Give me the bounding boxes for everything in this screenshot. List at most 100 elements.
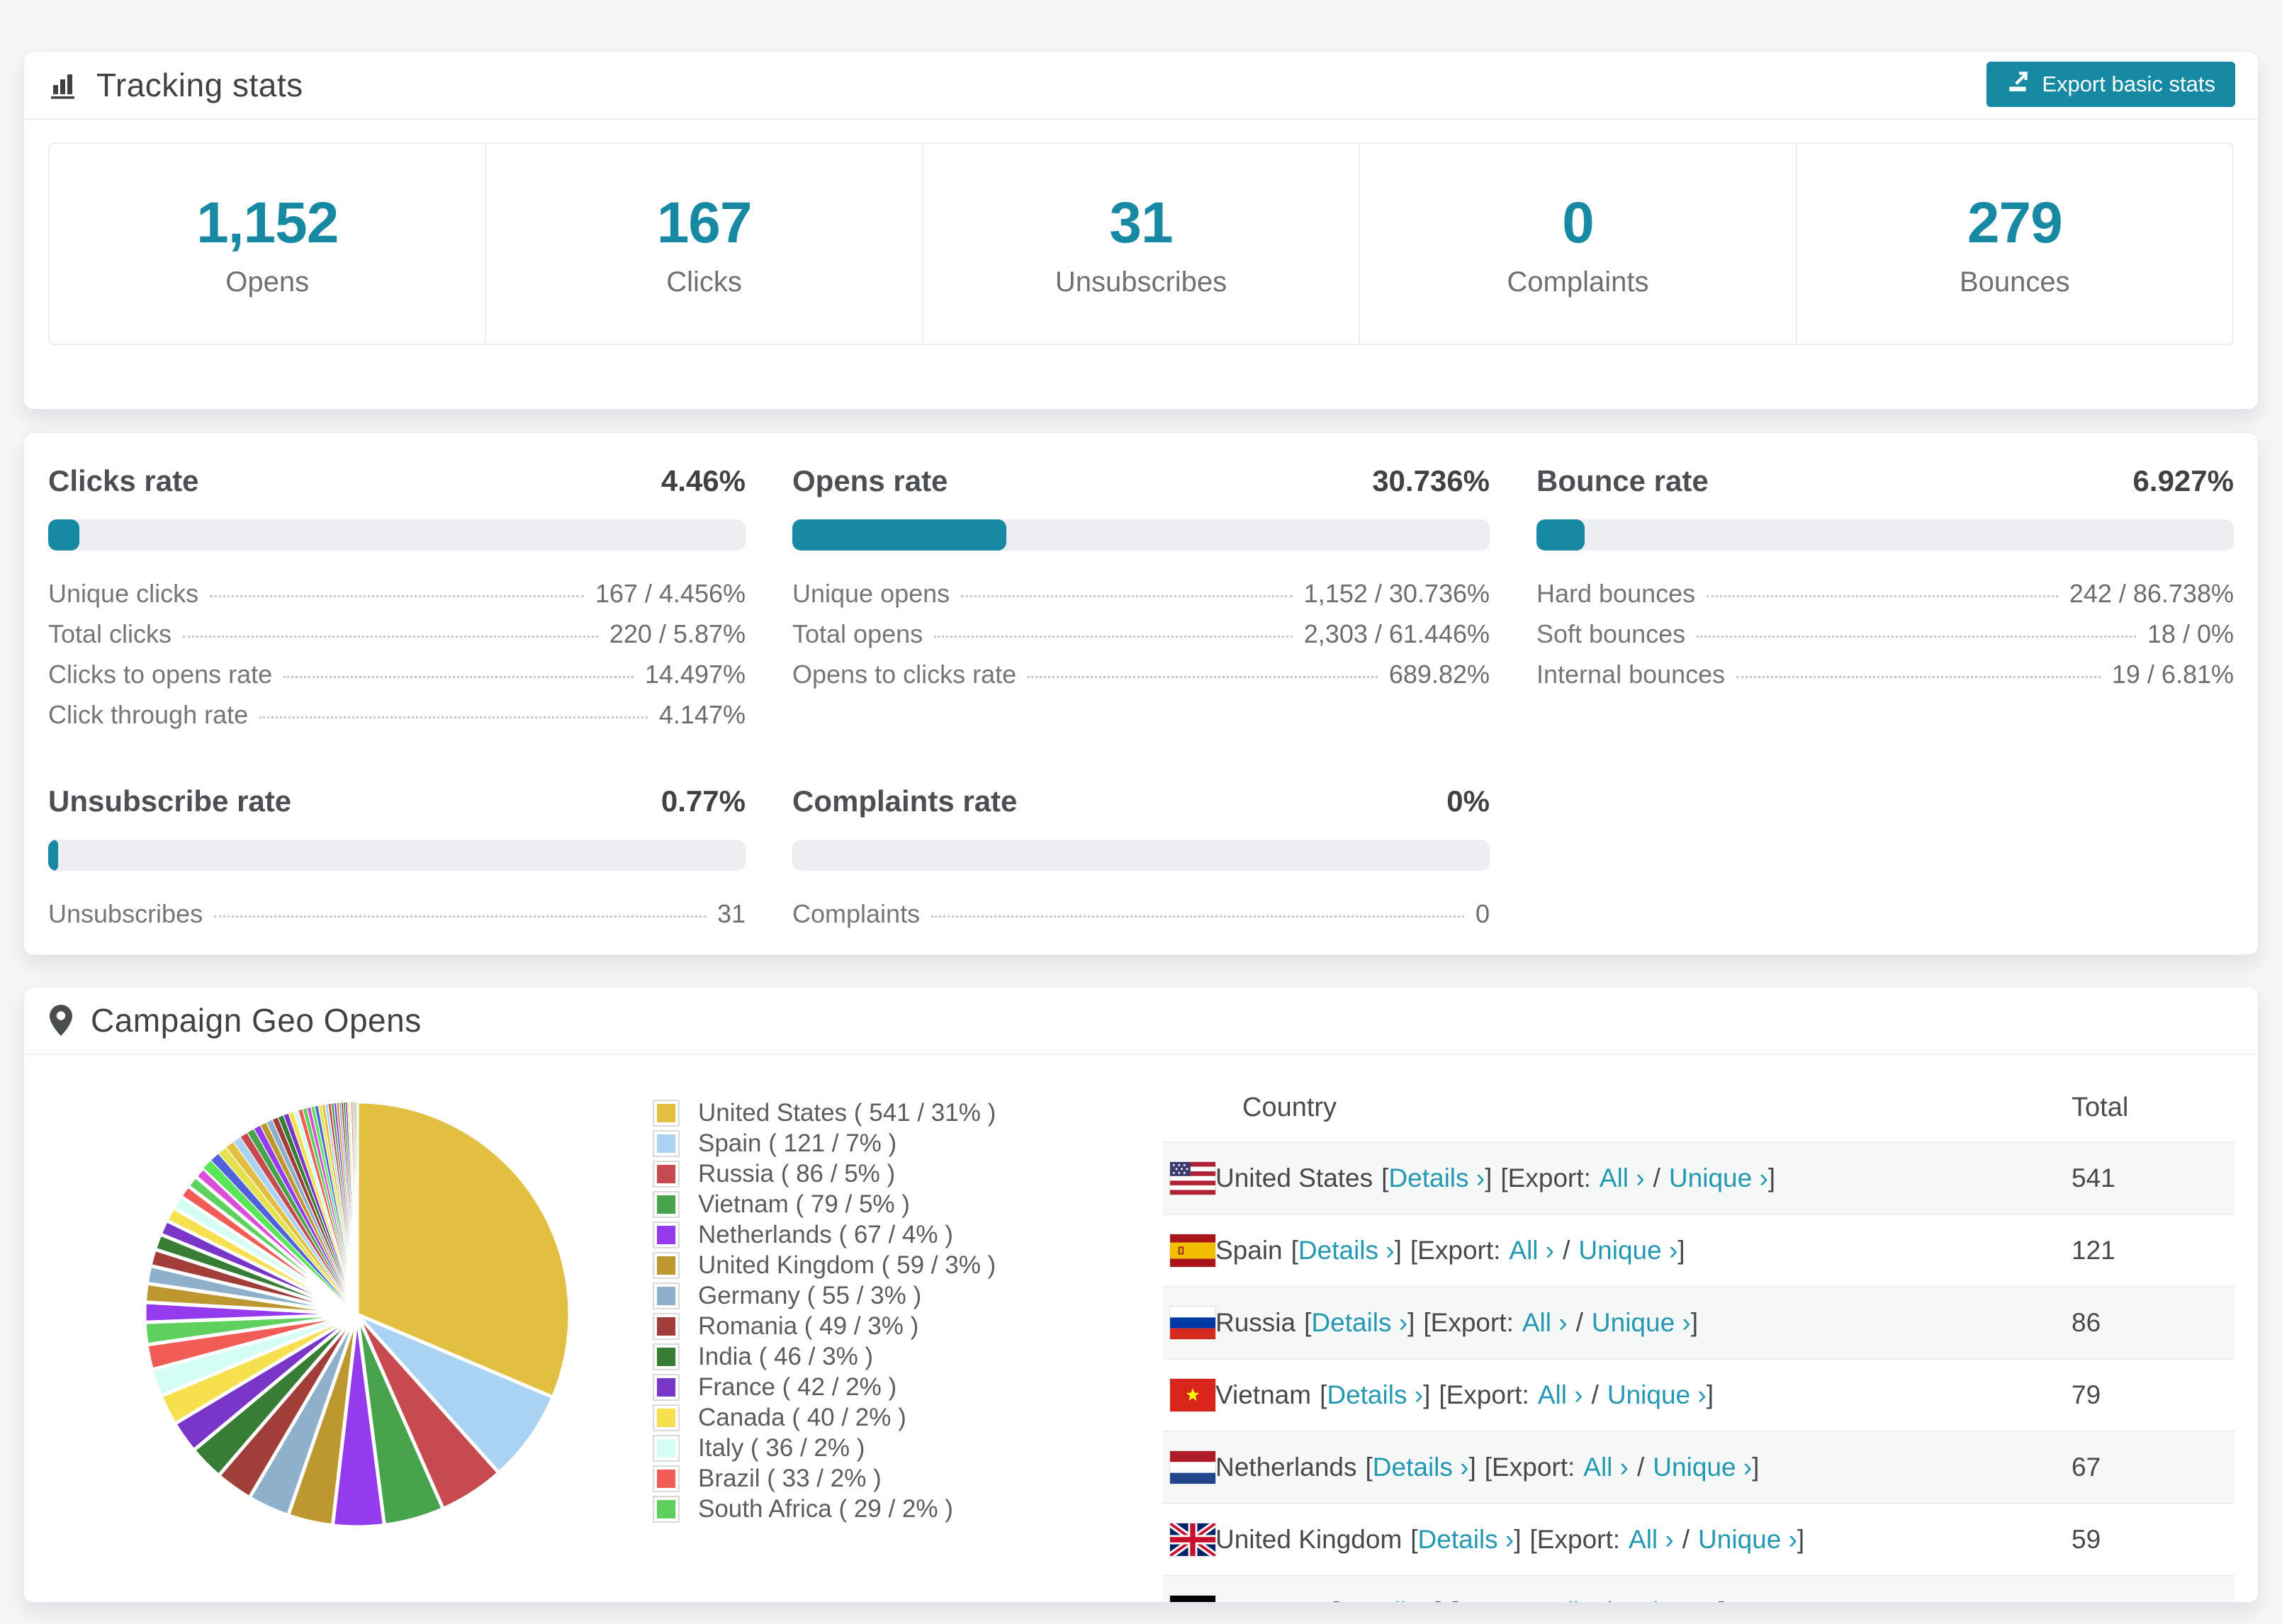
export-all-link[interactable]: All › [1537,1380,1583,1409]
dotted-leader [961,595,1293,597]
export-unique-link[interactable]: Unique › [1668,1163,1768,1192]
country-cell: Germany [Details ›] [Export: All › / Uni… [1163,1596,2072,1602]
export-unique-link[interactable]: Unique › [1578,1236,1678,1265]
legend-item: France ( 42 / 2% ) [653,1372,996,1402]
details-link[interactable]: Details › [1327,1380,1424,1409]
country-flag-icon [1170,1307,1215,1339]
export-all-link[interactable]: All › [1599,1163,1645,1192]
rate-group: Opens rate 30.736% Unique opens 1,152 / … [792,464,1490,756]
tracking-stats-card: Tracking stats Export basic stats 1,152 … [23,51,2259,410]
legend-item: Vietnam ( 79 / 5% ) [653,1189,996,1219]
export-all-link[interactable]: All › [1509,1236,1555,1265]
export-unique-link[interactable]: Unique › [1591,1308,1691,1337]
dotted-leader [283,676,634,678]
legend-label: Spain ( 121 / 7% ) [698,1129,897,1157]
rate-detail-row: Complaints 0 [792,899,1490,940]
detail-label: Unsubscribes [48,898,203,928]
table-row: Spain [Details ›] [Export: All › / Uniqu… [1163,1214,2235,1286]
export-basic-stats-button[interactable]: Export basic stats [1986,62,2235,107]
rate-detail-row: Click through rate 4.147% [48,700,746,740]
column-header-total: Total [2072,1092,2129,1122]
details-link[interactable]: Details › [1339,1597,1435,1602]
legend-item: Netherlands ( 67 / 4% ) [653,1219,996,1250]
detail-value: 14.497% [644,660,746,689]
geo-content: United States ( 541 / 31% ) Spain ( 121 … [24,1055,2258,1602]
rate-group: Bounce rate 6.927% Hard bounces 242 / 86… [1536,464,2234,756]
legend-label: United Kingdom ( 59 / 3% ) [698,1251,996,1279]
rate-progress-bar [792,839,1490,871]
export-unique-link[interactable]: Unique › [1607,1380,1707,1409]
legend-label: Netherlands ( 67 / 4% ) [698,1220,953,1248]
detail-label: Total opens [792,619,923,648]
legend-swatch [653,1343,680,1370]
total-cell: 59 [2072,1525,2101,1554]
rate-progress-fill [1536,519,1585,551]
rate-detail-rows: Unique opens 1,152 / 30.736% Total opens… [792,579,1490,700]
stat-label: Clicks [666,266,742,298]
country-name: United States [1215,1163,1373,1192]
rate-header: Opens rate 30.736% [792,464,1490,498]
rate-detail-row: Clicks to opens rate 14.497% [48,660,746,700]
export-all-link[interactable]: All › [1583,1453,1629,1482]
legend-item: United States ( 541 / 31% ) [653,1098,996,1128]
legend-label: Canada ( 40 / 2% ) [698,1403,906,1431]
country-cell: United Kingdom [Details ›] [Export: All … [1163,1523,2072,1556]
dotted-leader [210,595,584,597]
rate-group: Clicks rate 4.46% Unique clicks 167 / 4.… [48,464,746,756]
detail-label: Total clicks [48,619,172,648]
details-link[interactable]: Details › [1311,1308,1408,1337]
total-cell: 55 [2072,1597,2235,1602]
stat-box: 0 Complaints [1359,144,1795,344]
detail-value: 31 [716,898,746,928]
export-unique-link[interactable]: Unique › [1698,1525,1797,1554]
rate-value: 6.927% [2132,464,2234,497]
legend-swatch [653,1404,680,1431]
rate-progress-bar [48,519,746,551]
legend-item: United Kingdom ( 59 / 3% ) [653,1250,996,1280]
stat-value: 167 [656,190,753,255]
legend-label: Italy ( 36 / 2% ) [698,1433,865,1462]
rate-title: Clicks rate [48,464,199,497]
detail-value: 220 / 5.87% [609,619,746,648]
dotted-leader [1736,676,2101,678]
detail-label: Soft bounces [1536,619,1686,648]
table-row: United States [Details ›] [Export: All ›… [1163,1141,2235,1214]
export-unique-link[interactable]: Unique › [1619,1597,1719,1602]
country-cell: Russia [Details ›] [Export: All › / Uniq… [1163,1307,2072,1339]
export-all-link[interactable]: All › [1522,1308,1568,1337]
rate-detail-row: Internal bounces 19 / 6.81% [1536,660,2234,700]
rate-progress-bar [792,519,1490,551]
rate-value: 4.46% [661,464,746,497]
rate-detail-row: Opens to clicks rate 689.82% [792,660,1490,700]
total-cell: 541 [2072,1163,2115,1192]
geo-opens-table: Country Total United States [Details ›] … [1163,1073,2235,1602]
details-link[interactable]: Details › [1417,1525,1514,1554]
rate-detail-row: Soft bounces 18 / 0% [1536,619,2234,660]
country-cell: Vietnam [Details ›] [Export: All › / Uni… [1163,1379,2072,1411]
geo-opens-title: Campaign Geo Opens [48,1001,422,1039]
total-cell: 67 [2072,1453,2101,1482]
rate-progress-fill [48,839,58,871]
stat-box: 31 Unsubscribes [921,144,1359,344]
stat-label: Opens [225,266,310,298]
detail-label: Complaints [792,898,921,928]
country-flag-icon [1170,1523,1215,1556]
stat-box: 279 Bounces [1795,144,2232,344]
country-cell: Spain [Details ›] [Export: All › / Uniqu… [1163,1234,2072,1267]
table-row: Germany [Details ›] [Export: All › / Uni… [1163,1575,2235,1602]
rates-card: Clicks rate 4.46% Unique clicks 167 / 4.… [23,432,2259,955]
legend-label: Vietnam ( 79 / 5% ) [698,1190,910,1218]
details-link[interactable]: Details › [1298,1236,1395,1265]
export-unique-link[interactable]: Unique › [1653,1453,1753,1482]
legend-swatch [653,1221,680,1248]
detail-value: 167 / 4.456% [595,579,746,608]
table-row: Vietnam [Details ›] [Export: All › / Uni… [1163,1358,2235,1431]
details-link[interactable]: Details › [1388,1163,1485,1192]
stat-label: Complaints [1507,266,1649,298]
export-all-link[interactable]: All › [1629,1525,1674,1554]
details-link[interactable]: Details › [1372,1453,1469,1482]
rate-detail-row: Unsubscribes 31 [48,899,746,940]
export-icon [2006,69,2030,99]
legend-item: Canada ( 40 / 2% ) [653,1402,996,1433]
export-all-link[interactable]: All › [1550,1597,1595,1602]
